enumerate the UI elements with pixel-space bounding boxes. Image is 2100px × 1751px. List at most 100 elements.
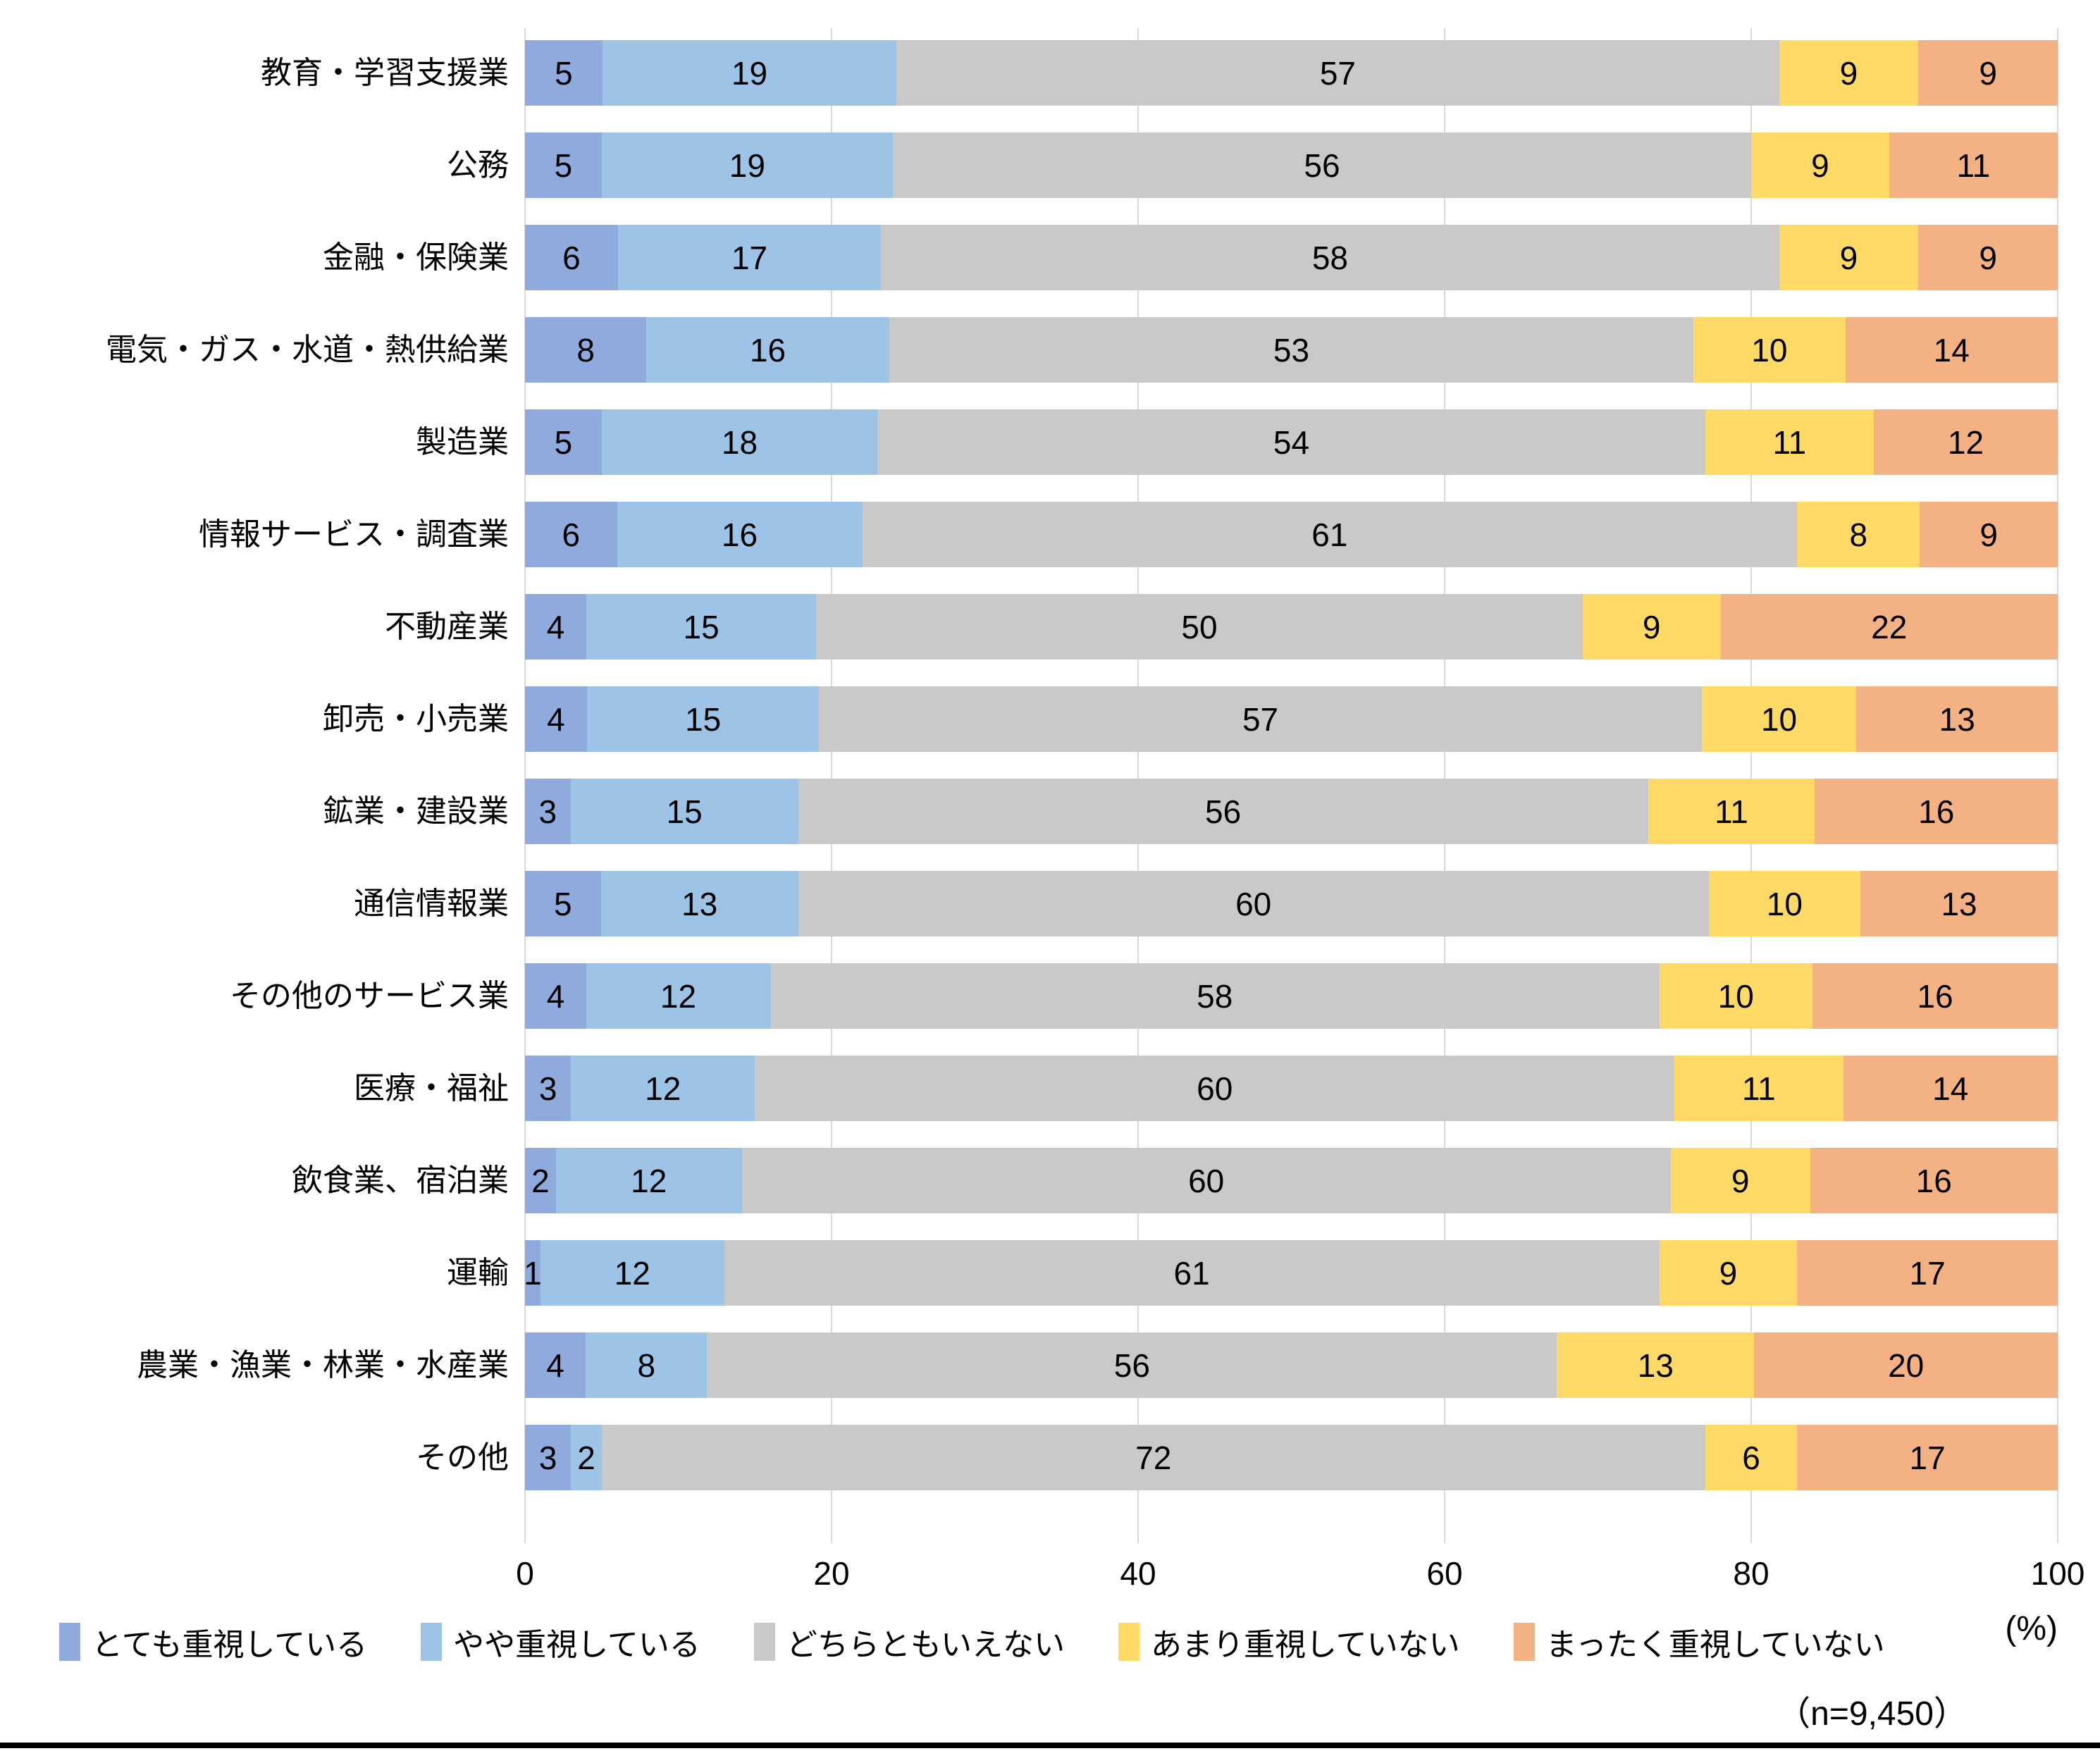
bar-segment: 5 bbox=[525, 40, 603, 106]
table-row: 卸売・小売業 4 15 57 10 13 bbox=[0, 686, 2100, 752]
data-label: 12 bbox=[645, 1070, 681, 1107]
data-label: 56 bbox=[1113, 1347, 1150, 1384]
data-label: 8 bbox=[576, 331, 595, 369]
bar-segment: 13 bbox=[1557, 1332, 1755, 1398]
bar-segment: 17 bbox=[1797, 1240, 2058, 1306]
category-label: 鉱業・建設業 bbox=[323, 794, 509, 829]
bar-segment: 56 bbox=[893, 132, 1751, 198]
bar-segment: 58 bbox=[881, 225, 1779, 290]
data-label: 19 bbox=[731, 54, 768, 92]
data-label: 15 bbox=[685, 700, 722, 738]
data-label: 16 bbox=[1917, 977, 1953, 1015]
stacked-bar: 6 16 61 8 9 bbox=[525, 502, 2058, 567]
category-label: 飲食業、宿泊業 bbox=[292, 1163, 509, 1198]
data-label: 1 bbox=[524, 1254, 542, 1292]
bar-segment: 2 bbox=[525, 1148, 556, 1213]
stacked-bar: 4 12 58 10 16 bbox=[525, 963, 2058, 1029]
bar-segment: 4 bbox=[525, 963, 586, 1029]
data-label: 4 bbox=[547, 700, 565, 738]
data-label: 9 bbox=[1719, 1254, 1738, 1292]
stacked-bar: 3 15 56 11 16 bbox=[525, 779, 2058, 844]
legend-label: とても重視している bbox=[92, 1628, 368, 1662]
bar-segment: 53 bbox=[889, 317, 1694, 383]
data-label: 17 bbox=[1909, 1254, 1946, 1292]
category-label: 情報サービス・調査業 bbox=[199, 517, 509, 552]
category-label: 製造業 bbox=[416, 425, 509, 459]
data-label: 8 bbox=[1849, 516, 1868, 553]
category-label: 不動産業 bbox=[385, 610, 509, 644]
data-label: 19 bbox=[729, 147, 765, 184]
table-row: 情報サービス・調査業 6 16 61 8 9 bbox=[0, 502, 2100, 567]
table-row: 製造業 5 18 54 11 12 bbox=[0, 409, 2100, 475]
stacked-bar: 3 2 72 6 17 bbox=[525, 1425, 2058, 1490]
data-label: 11 bbox=[1956, 147, 1991, 184]
data-label: 60 bbox=[1197, 1070, 1233, 1107]
legend: とても重視している やや重視している どちらともいえない あまり重視していない まったく… bbox=[59, 1619, 1885, 1664]
bar-segment: 16 bbox=[1815, 779, 2058, 844]
data-label: 58 bbox=[1311, 239, 1348, 276]
stacked-bar: 5 13 60 10 13 bbox=[525, 871, 2058, 936]
data-label: 17 bbox=[731, 239, 768, 276]
bar-segment: 60 bbox=[741, 1148, 1671, 1213]
stacked-bar: 1 12 61 9 17 bbox=[524, 1240, 2058, 1306]
data-label: 20 bbox=[1888, 1347, 1925, 1384]
data-label: 13 bbox=[1637, 1347, 1674, 1384]
data-label: 14 bbox=[1933, 331, 1970, 369]
bar-segment: 20 bbox=[1754, 1332, 2058, 1398]
data-label: 11 bbox=[1715, 793, 1748, 830]
x-tick-label: 80 bbox=[1733, 1555, 1769, 1592]
data-label: 9 bbox=[1731, 1162, 1750, 1199]
bar-segment: 2 bbox=[571, 1425, 602, 1490]
bar-segment: 56 bbox=[707, 1332, 1557, 1398]
bar-segment: 14 bbox=[1843, 1056, 2058, 1121]
bar-segment: 72 bbox=[601, 1425, 1705, 1490]
bar-segment: 11 bbox=[1889, 132, 2058, 198]
table-row: 不動産業 4 15 50 9 22 bbox=[0, 594, 2100, 660]
percent-unit-label: (%) bbox=[2005, 1610, 2058, 1647]
category-label: 医療・福祉 bbox=[354, 1071, 509, 1106]
data-label: 22 bbox=[1871, 608, 1908, 645]
bar-segment: 9 bbox=[1670, 1148, 1810, 1213]
bar-segment: 5 bbox=[525, 409, 602, 475]
data-label: 6 bbox=[562, 516, 581, 553]
bar-segment: 16 bbox=[1810, 1148, 2058, 1213]
x-tick-label: 20 bbox=[813, 1555, 850, 1592]
data-label: 9 bbox=[1839, 239, 1858, 276]
data-label: 56 bbox=[1205, 793, 1242, 830]
bar-segment: 9 bbox=[1918, 40, 2058, 106]
legend-item: どちらともいえない bbox=[753, 1619, 1065, 1664]
legend-swatch-icon bbox=[753, 1623, 775, 1661]
data-label: 5 bbox=[554, 147, 573, 184]
bar-segment: 13 bbox=[600, 871, 798, 936]
data-label: 13 bbox=[681, 885, 718, 922]
legend-swatch-icon bbox=[1513, 1623, 1535, 1661]
data-label: 13 bbox=[1939, 700, 1975, 738]
bar-segment: 3 bbox=[525, 1056, 572, 1121]
bar-segment: 61 bbox=[862, 502, 1798, 567]
stacked-bar: 3 12 60 11 14 bbox=[525, 1056, 2058, 1121]
data-label: 56 bbox=[1304, 147, 1340, 184]
bar-segment: 15 bbox=[570, 779, 798, 844]
bar-segment: 12 bbox=[540, 1240, 724, 1306]
data-label: 10 bbox=[1760, 700, 1798, 738]
data-label: 6 bbox=[1742, 1439, 1760, 1476]
data-label: 3 bbox=[538, 1070, 557, 1107]
table-row: その他 3 2 72 6 17 bbox=[0, 1425, 2100, 1490]
table-row: 公務 5 19 56 9 11 bbox=[0, 132, 2100, 198]
data-label: 57 bbox=[1319, 54, 1356, 92]
bar-segment: 16 bbox=[1812, 963, 2058, 1029]
data-label: 58 bbox=[1197, 977, 1233, 1015]
category-label: 金融・保険業 bbox=[323, 240, 509, 275]
data-label: 17 bbox=[1909, 1439, 1946, 1476]
data-label: 54 bbox=[1273, 423, 1310, 461]
bar-segment: 3 bbox=[525, 1425, 572, 1490]
bar-segment: 15 bbox=[586, 686, 820, 752]
bar-segment: 12 bbox=[586, 963, 770, 1029]
table-row: 通信情報業 5 13 60 10 13 bbox=[0, 871, 2100, 936]
x-tick-label: 100 bbox=[2030, 1555, 2085, 1592]
data-label: 10 bbox=[1717, 977, 1754, 1015]
bar-segment: 10 bbox=[1693, 317, 1846, 383]
data-label: 9 bbox=[1979, 239, 1997, 276]
bar-segment: 60 bbox=[798, 871, 1709, 936]
